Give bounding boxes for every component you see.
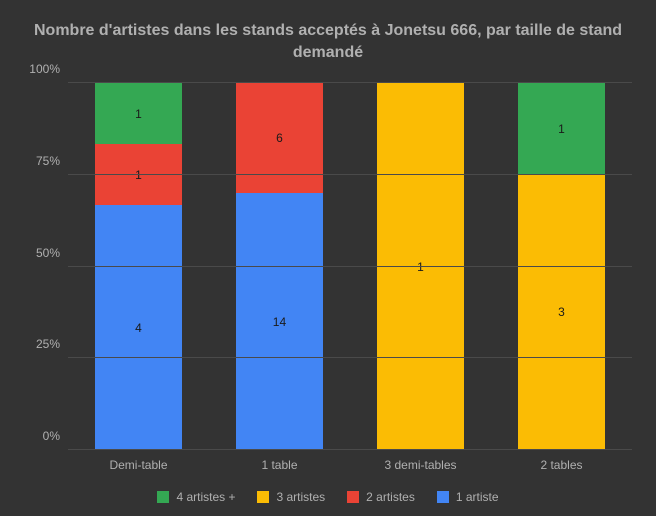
gridline — [68, 357, 632, 358]
legend: 4 artistes + 3 artistes 2 artistes 1 artist… — [24, 490, 632, 504]
bar-segment: 1 — [95, 144, 183, 205]
bar-group: 1 — [364, 83, 477, 450]
x-axis-labels: Demi-table 1 table 3 demi-tables 2 tables — [68, 458, 632, 472]
gridline — [68, 266, 632, 267]
bar-stack: 31 — [518, 83, 606, 450]
bar-stack: 1 — [377, 83, 465, 450]
x-axis: Demi-table 1 table 3 demi-tables 2 tables — [68, 458, 632, 472]
bar-segment: 3 — [518, 175, 606, 450]
legend-label: 4 artistes + — [176, 490, 235, 504]
bar-segment: 14 — [236, 193, 324, 450]
legend-item: 2 artistes — [347, 490, 415, 504]
y-axis-tick: 25% — [36, 337, 60, 351]
x-axis-label: 1 table — [223, 458, 336, 472]
bar-segment: 1 — [95, 83, 183, 144]
bar-segment: 6 — [236, 83, 324, 193]
gridline — [68, 174, 632, 175]
gridline — [68, 449, 632, 450]
legend-label: 2 artistes — [366, 490, 415, 504]
chart-title: Nombre d'artistes dans les stands accept… — [24, 20, 632, 63]
chart-grid: 411146131 — [68, 83, 632, 450]
y-axis-tick: 75% — [36, 154, 60, 168]
bar-stack: 146 — [236, 83, 324, 450]
bar-segment: 4 — [95, 205, 183, 450]
y-axis-tick: 50% — [36, 246, 60, 260]
legend-swatch — [347, 491, 359, 503]
legend-swatch — [257, 491, 269, 503]
bar-group: 31 — [505, 83, 618, 450]
bar-group: 146 — [223, 83, 336, 450]
bar-segment: 1 — [377, 83, 465, 450]
legend-item: 4 artistes + — [157, 490, 235, 504]
legend-item: 1 artiste — [437, 490, 499, 504]
x-axis-label: 3 demi-tables — [364, 458, 477, 472]
y-axis: 0%25%50%75%100% — [24, 83, 68, 450]
bar-stack: 411 — [95, 83, 183, 450]
legend-label: 3 artistes — [276, 490, 325, 504]
gridline — [68, 82, 632, 83]
legend-swatch — [157, 491, 169, 503]
plot-area: 0%25%50%75%100% 411146131 — [24, 83, 632, 450]
legend-swatch — [437, 491, 449, 503]
x-axis-label: 2 tables — [505, 458, 618, 472]
bars-row: 411146131 — [68, 83, 632, 450]
legend-item: 3 artistes — [257, 490, 325, 504]
bar-segment: 1 — [518, 83, 606, 175]
x-axis-label: Demi-table — [82, 458, 195, 472]
bar-group: 411 — [82, 83, 195, 450]
stacked-bar-chart: Nombre d'artistes dans les stands accept… — [0, 0, 656, 516]
y-axis-tick: 100% — [29, 62, 60, 76]
y-axis-tick: 0% — [43, 429, 60, 443]
legend-label: 1 artiste — [456, 490, 499, 504]
